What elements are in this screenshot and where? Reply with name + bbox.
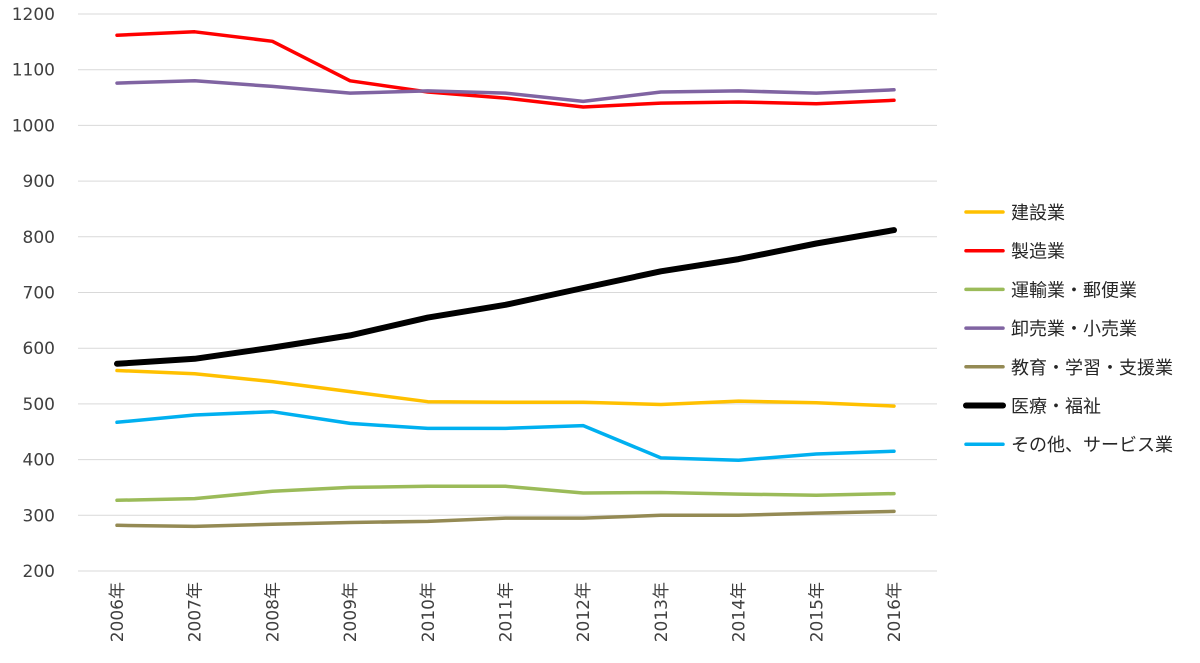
y-tick-label: 700: [23, 284, 55, 304]
series-line-4: [115, 509, 896, 529]
x-axis-tick-labels: 2006年 2007年 2008年 2009年 2010年 2011年 2012年 2013年…: [108, 582, 905, 642]
y-tick-label: 1000: [12, 116, 55, 136]
x-tick-label: 2008年: [263, 582, 283, 642]
legend-label: 製造業: [1011, 242, 1065, 263]
x-tick-label: 2011年: [497, 582, 517, 642]
x-tick-label: 2012年: [574, 582, 594, 642]
y-tick-label: 800: [23, 228, 55, 248]
series-line-1: [115, 30, 896, 109]
series-line-5: [114, 227, 897, 367]
legend-label: 建設業: [1011, 203, 1065, 224]
legend-label: 教育・学習・支援業: [1011, 358, 1173, 379]
y-tick-label: 400: [23, 451, 55, 471]
y-tick-label: 1100: [12, 61, 55, 81]
legend-label: その他、サービス業: [1011, 435, 1173, 456]
y-tick-label: 200: [23, 562, 55, 582]
x-tick-label: 2013年: [652, 582, 672, 642]
series-line-3: [115, 79, 896, 104]
y-axis-tick-labels: 200 300 400 500 600 700 800 900 1000 1100 1200: [12, 5, 55, 582]
x-tick-label: 2010年: [419, 582, 439, 642]
y-tick-label: 900: [23, 172, 55, 192]
y-tick-label: 300: [23, 506, 55, 526]
y-tick-label: 500: [23, 395, 55, 415]
x-tick-label: 2016年: [885, 582, 905, 642]
series-lines: [114, 30, 897, 529]
x-tick-label: 2007年: [186, 582, 206, 642]
series-line-0: [115, 368, 896, 408]
y-tick-label: 600: [23, 339, 55, 359]
legend: 建設業製造業運輸業・郵便業卸売業・小売業教育・学習・支援業医療・福祉その他、サー…: [963, 203, 1173, 456]
x-tick-label: 2006年: [108, 582, 128, 642]
legend-label: 卸売業・小売業: [1011, 319, 1137, 340]
series-line-6: [115, 409, 896, 462]
x-tick-label: 2009年: [341, 582, 361, 642]
y-tick-label: 1200: [12, 5, 55, 25]
x-tick-label: 2015年: [807, 582, 827, 642]
legend-label: 運輸業・郵便業: [1011, 280, 1137, 301]
gridlines: [78, 13, 937, 572]
x-tick-label: 2014年: [730, 582, 750, 642]
series-line-2: [115, 484, 896, 503]
legend-label: 医療・福祉: [1011, 397, 1101, 418]
